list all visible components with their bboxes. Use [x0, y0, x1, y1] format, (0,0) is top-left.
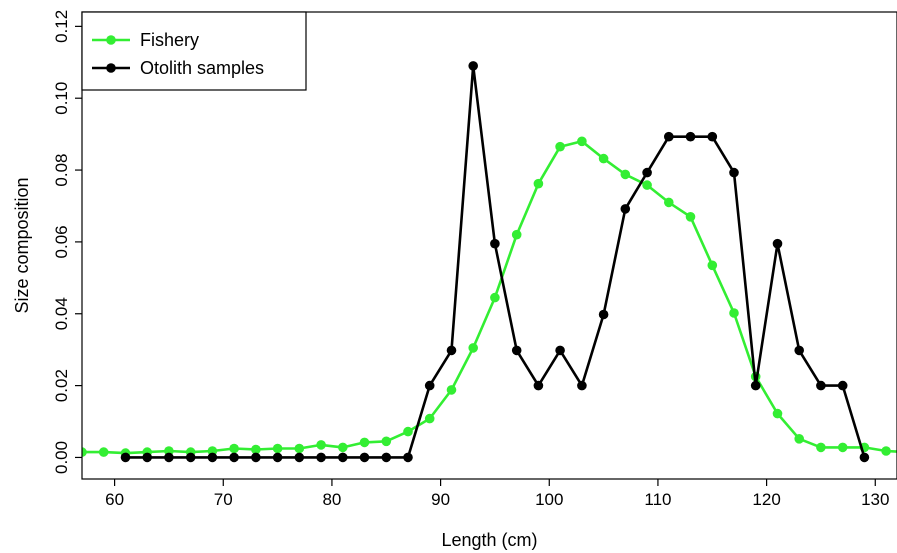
data-point — [82, 447, 87, 457]
data-point — [837, 442, 848, 453]
legend-label-fishery: Fishery — [140, 30, 199, 50]
data-point — [381, 436, 392, 447]
data-point — [359, 452, 370, 463]
data-point — [555, 345, 565, 356]
data-point — [750, 380, 761, 391]
data-point — [120, 452, 131, 463]
data-point — [511, 345, 522, 356]
series-otolith-samples — [120, 61, 870, 463]
x-tick-label: 110 — [644, 490, 671, 509]
data-point — [490, 238, 500, 249]
y-tick-label: 0.08 — [52, 154, 71, 187]
x-tick-label: 100 — [535, 490, 563, 509]
legend: Fishery Otolith samples — [81, 11, 307, 91]
data-point — [381, 452, 392, 463]
y-tick-label: 0.10 — [52, 82, 71, 115]
y-tick-label: 0.00 — [52, 441, 71, 474]
data-point — [533, 380, 544, 391]
y-tick-label: 0.12 — [52, 10, 71, 43]
x-tick-label: 80 — [322, 490, 341, 509]
legend-swatch-marker-fishery — [106, 35, 116, 45]
data-point — [229, 452, 239, 463]
legend-box — [81, 11, 307, 91]
data-point — [816, 442, 826, 453]
data-point — [207, 452, 218, 463]
x-tick-label: 60 — [105, 490, 124, 509]
data-point — [185, 452, 196, 463]
data-point — [164, 452, 174, 463]
legend-swatch-marker-otolith — [106, 63, 116, 73]
data-point — [338, 452, 348, 463]
x-axis-title: Length (cm) — [441, 530, 537, 550]
data-point — [359, 437, 370, 448]
y-axis-title: Size composition — [12, 177, 32, 313]
y-tick-label: 0.06 — [52, 225, 71, 258]
data-point — [664, 197, 674, 208]
data-point — [251, 444, 261, 455]
data-point — [577, 136, 587, 147]
data-point — [338, 442, 348, 453]
data-point — [729, 308, 739, 318]
data-point — [424, 380, 435, 391]
data-point — [294, 443, 305, 454]
axes: 60 70 80 90 100 110 120 130 0.00 0.02 0.04 0.06 0.08… — [52, 10, 897, 509]
data-point — [772, 238, 783, 249]
data-point — [859, 452, 870, 463]
data-point — [598, 309, 609, 320]
plot-frame — [81, 11, 897, 480]
data-point — [490, 292, 500, 303]
data-point — [272, 443, 283, 454]
data-point — [598, 153, 609, 164]
data-point — [707, 131, 718, 142]
x-tick-label: 130 — [861, 490, 889, 509]
data-point — [642, 167, 652, 178]
data-point — [98, 447, 109, 457]
data-point — [142, 452, 152, 463]
data-point — [272, 452, 283, 463]
data-point — [816, 380, 826, 391]
data-point — [642, 180, 652, 190]
data-point — [555, 141, 565, 152]
data-point — [620, 169, 631, 180]
data-point — [511, 229, 522, 240]
data-point — [316, 440, 326, 450]
data-point — [772, 408, 783, 419]
data-point — [468, 343, 479, 353]
data-point — [707, 260, 718, 271]
legend-label-otolith: Otolith samples — [140, 58, 264, 78]
data-point — [620, 204, 631, 214]
data-point — [729, 167, 739, 178]
data-point — [424, 413, 435, 424]
data-point — [446, 385, 457, 395]
data-point — [229, 443, 239, 454]
y-tick-label: 0.02 — [52, 369, 71, 402]
data-point — [403, 452, 413, 463]
x-tick-label: 120 — [752, 490, 780, 509]
data-point — [881, 446, 891, 456]
data-point — [685, 131, 696, 142]
data-point — [468, 61, 479, 71]
data-point — [446, 345, 457, 356]
data-point — [794, 345, 804, 356]
plot-area — [82, 61, 897, 463]
data-point — [251, 452, 261, 463]
y-tick-label: 0.04 — [52, 297, 71, 330]
x-tick-label: 70 — [214, 490, 233, 509]
data-point — [533, 178, 544, 189]
data-point — [664, 131, 674, 142]
data-point — [294, 452, 305, 463]
data-point — [794, 434, 804, 444]
data-point — [316, 452, 326, 463]
data-point — [685, 212, 696, 222]
data-point — [837, 380, 848, 391]
data-point — [577, 380, 587, 391]
x-tick-label: 90 — [431, 490, 450, 509]
data-point — [403, 426, 413, 437]
